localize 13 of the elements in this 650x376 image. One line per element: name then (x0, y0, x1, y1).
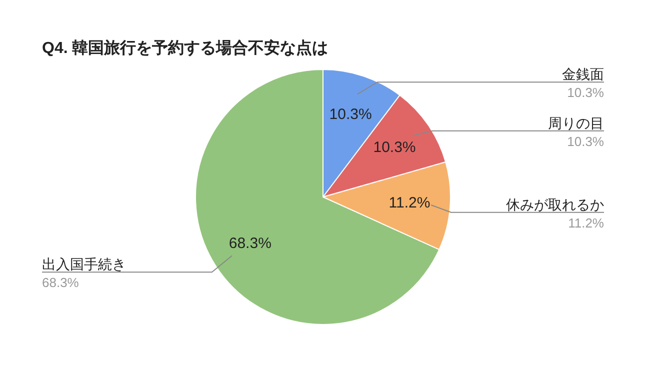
slice-label: 休みが取れるか (506, 196, 604, 212)
slice-label: 周りの目 (548, 114, 604, 131)
text: 10.3% (567, 134, 604, 149)
data-label: 10.3% (373, 139, 416, 156)
data-label: 68.3% (228, 235, 272, 252)
text: 68.3% (42, 275, 79, 290)
slice-label: 金銭面 (562, 66, 604, 82)
text: 11.2% (568, 215, 604, 230)
data-label: 10.3% (329, 106, 372, 123)
data-label: 11.2% (388, 194, 430, 212)
text: 10.3% (567, 85, 604, 100)
slice-label: 出入国手続き (42, 256, 126, 272)
chart-title: Q4. 韓国旅行を予約する場合不安な点は (42, 38, 328, 57)
